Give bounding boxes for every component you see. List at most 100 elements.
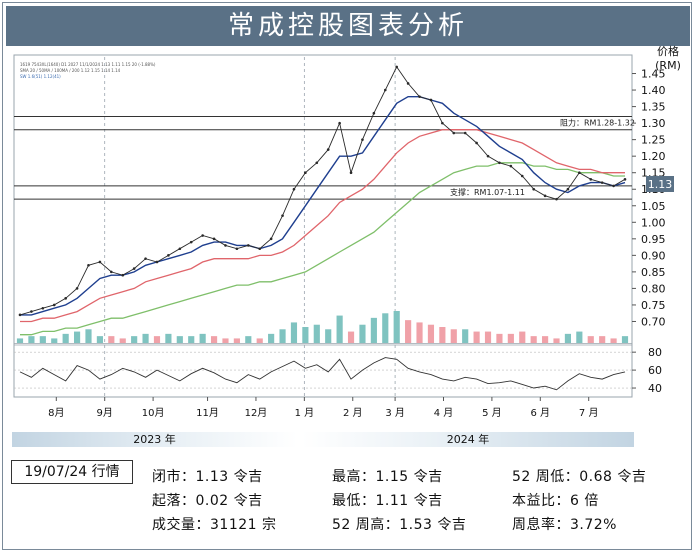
volume-bar <box>16 338 24 343</box>
price-point <box>258 247 262 251</box>
volume-bar <box>427 324 435 343</box>
volume-bar <box>153 336 161 343</box>
month-label: 5 月 <box>482 407 502 419</box>
price-line <box>19 66 626 316</box>
price-axis-label: 价格 <box>657 44 679 58</box>
volume-bar <box>587 336 594 343</box>
plot-border <box>13 54 633 398</box>
price-tick-label: 1.25 <box>641 134 666 147</box>
volume-bar <box>564 333 572 343</box>
price-point <box>212 237 216 241</box>
volume-bar <box>199 333 206 343</box>
price-tick-label: 1.35 <box>641 101 666 114</box>
volume-bar <box>484 331 492 343</box>
price-point <box>167 254 170 257</box>
volume-bar <box>359 324 366 343</box>
last-price-tag-bg <box>646 176 674 192</box>
month-label: 2 月 <box>343 407 363 419</box>
volume-bar <box>165 333 172 343</box>
price-point <box>600 181 604 184</box>
price-point <box>509 164 513 168</box>
price-point <box>498 161 501 165</box>
price-point <box>406 82 410 85</box>
volume-bar <box>108 336 115 343</box>
stat-52w-low: 52 周低：0.68 令吉 <box>512 469 647 485</box>
price-point <box>41 306 45 310</box>
volume-bars <box>14 311 632 344</box>
price-point <box>418 95 421 98</box>
price-point <box>589 178 593 181</box>
price-point <box>395 65 398 69</box>
volume-bar <box>507 333 514 343</box>
volume-bar <box>519 331 526 343</box>
price-point <box>292 187 296 191</box>
volume-bar <box>28 336 35 343</box>
last-price-tag: 1.13 <box>648 178 673 191</box>
price-point <box>361 138 364 141</box>
price-point <box>87 263 90 267</box>
stat-52w-high: 52 周高：1.53 令吉 <box>332 517 467 533</box>
legend-line-2: SMA 20 / 50MA / 100MA / 200 1.12 1.15 1.… <box>20 68 121 73</box>
price-point <box>132 267 136 270</box>
price-point <box>75 287 79 290</box>
volume-bar <box>119 338 126 343</box>
volume-bar <box>96 336 103 343</box>
page-title: 常成控股图表分析 <box>6 6 690 46</box>
month-label: 1 月 <box>295 407 315 419</box>
oscillator-line <box>19 357 626 391</box>
volume-bar <box>462 329 469 343</box>
volume-bar <box>382 313 389 343</box>
volume-bar <box>530 336 537 343</box>
volume-bar <box>347 331 355 343</box>
month-label: 12月 <box>245 407 268 419</box>
price-point <box>235 247 239 251</box>
volume-bar <box>302 327 309 343</box>
volume-bar <box>256 338 263 343</box>
price-point <box>429 98 433 102</box>
month-label: 7 月 <box>579 407 599 419</box>
price-point <box>18 313 22 317</box>
volume-bar <box>576 331 583 343</box>
stat-pe: 本益比：6 倍 <box>512 493 599 509</box>
year-label-2024: 2024 年 <box>302 432 634 447</box>
volume-bar <box>245 336 252 343</box>
oscillator-panel <box>14 344 632 391</box>
volume-bar <box>142 333 149 343</box>
volume-bar <box>496 333 503 343</box>
volume-bar <box>439 327 446 343</box>
volume-bar <box>222 338 229 343</box>
volume-bar <box>85 329 92 343</box>
volume-bar <box>210 336 218 343</box>
price-point <box>475 141 478 145</box>
stat-dividend-yield: 周息率：3.72% <box>512 517 617 533</box>
price-tick-label: 0.70 <box>641 315 666 328</box>
volume-bar <box>51 338 58 343</box>
price-point <box>315 161 319 165</box>
price-point <box>121 273 125 277</box>
volume-bar <box>176 336 183 343</box>
price-tick-label: 0.80 <box>641 282 666 295</box>
month-label: 4 月 <box>434 407 454 419</box>
price-point <box>110 270 113 274</box>
price-point <box>612 184 615 188</box>
volume-bar <box>62 333 69 343</box>
price-tick-label: 1.30 <box>641 117 666 130</box>
price-point <box>304 171 307 175</box>
stat-low: 最低：1.11 令吉 <box>332 493 443 509</box>
short-ma-line <box>20 95 626 316</box>
price-point <box>520 174 524 178</box>
price-point <box>155 260 159 264</box>
support-resistance-levels: 阻力：RM1.28-1.32 支撑：RM1.07-1.11 <box>14 116 635 200</box>
volume-bar <box>405 320 412 343</box>
stat-high: 最高：1.15 令吉 <box>332 469 443 485</box>
volume-bar <box>542 336 549 343</box>
volume-bar <box>553 338 560 343</box>
year-label-2023: 2023 年 <box>12 432 297 447</box>
volume-bar <box>393 311 400 343</box>
oscillator-tick-label: 80 <box>648 346 662 359</box>
price-point <box>338 121 341 125</box>
price-axis-unit: (RM) <box>655 59 681 72</box>
price-tick-label: 1.45 <box>641 68 666 81</box>
volume-bar <box>370 317 377 343</box>
month-label: 11月 <box>196 407 219 419</box>
